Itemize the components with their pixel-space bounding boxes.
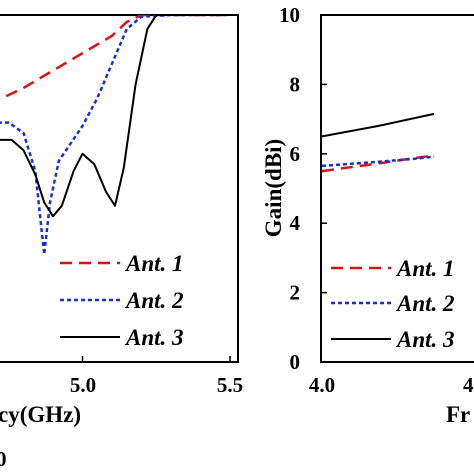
- right-y-tick-label: 2: [290, 281, 301, 305]
- right-y-tick-label: 4: [290, 211, 301, 235]
- right-y-tick-label: 8: [290, 72, 301, 96]
- series-line-ant1: [0, 15, 230, 101]
- legend-label-ant3: Ant. 3: [395, 327, 455, 352]
- right-y-tick-label: 0: [290, 350, 301, 374]
- right-y-axis-label: Gain(dBi): [261, 139, 286, 237]
- right-chart-panel: 0 2 4 6 8 10 4.0 4. Fr Gain(dBi) Ant. 1 Ant. …: [261, 3, 474, 427]
- series-line-ant3: [0, 15, 230, 218]
- right-x-tick-label: 4.: [463, 373, 474, 397]
- left-x-ticks: [81, 356, 231, 362]
- series-line-ant1: [321, 154, 435, 173]
- right-plot-frame: [320, 14, 474, 363]
- right-y-tick-label: 10: [279, 3, 300, 27]
- footer-text: 0: [0, 447, 7, 471]
- left-chart-panel: 5.0 5.5 cy(GHz) Ant. 1 Ant. 2 Ant. 3: [0, 14, 243, 427]
- legend-label-ant3: Ant. 3: [124, 325, 184, 350]
- series-line-ant2: [0, 15, 230, 256]
- left-plot-frame: [0, 14, 239, 363]
- legend-label-ant1: Ant. 1: [395, 256, 455, 281]
- right-series-group: [321, 112, 435, 173]
- left-series-group: [0, 15, 230, 256]
- right-x-tick-label: 4.0: [309, 373, 335, 397]
- left-x-tick-label: 5.0: [70, 373, 96, 397]
- legend-label-ant2: Ant. 2: [124, 288, 184, 313]
- left-x-tick-label: 5.5: [217, 373, 243, 397]
- right-y-ticks: 0 2 4 6 8 10: [279, 3, 327, 374]
- right-y-tick-label: 6: [290, 142, 301, 166]
- left-x-axis-label: cy(GHz): [0, 402, 81, 427]
- right-legend: Ant. 1 Ant. 2 Ant. 3: [331, 256, 455, 352]
- series-line-ant2: [321, 155, 435, 168]
- legend-label-ant2: Ant. 2: [395, 291, 455, 316]
- series-line-ant3: [321, 112, 435, 138]
- legend-label-ant1: Ant. 1: [124, 251, 184, 276]
- left-legend: Ant. 1 Ant. 2 Ant. 3: [60, 251, 184, 350]
- right-x-axis-label: Fr: [446, 402, 470, 427]
